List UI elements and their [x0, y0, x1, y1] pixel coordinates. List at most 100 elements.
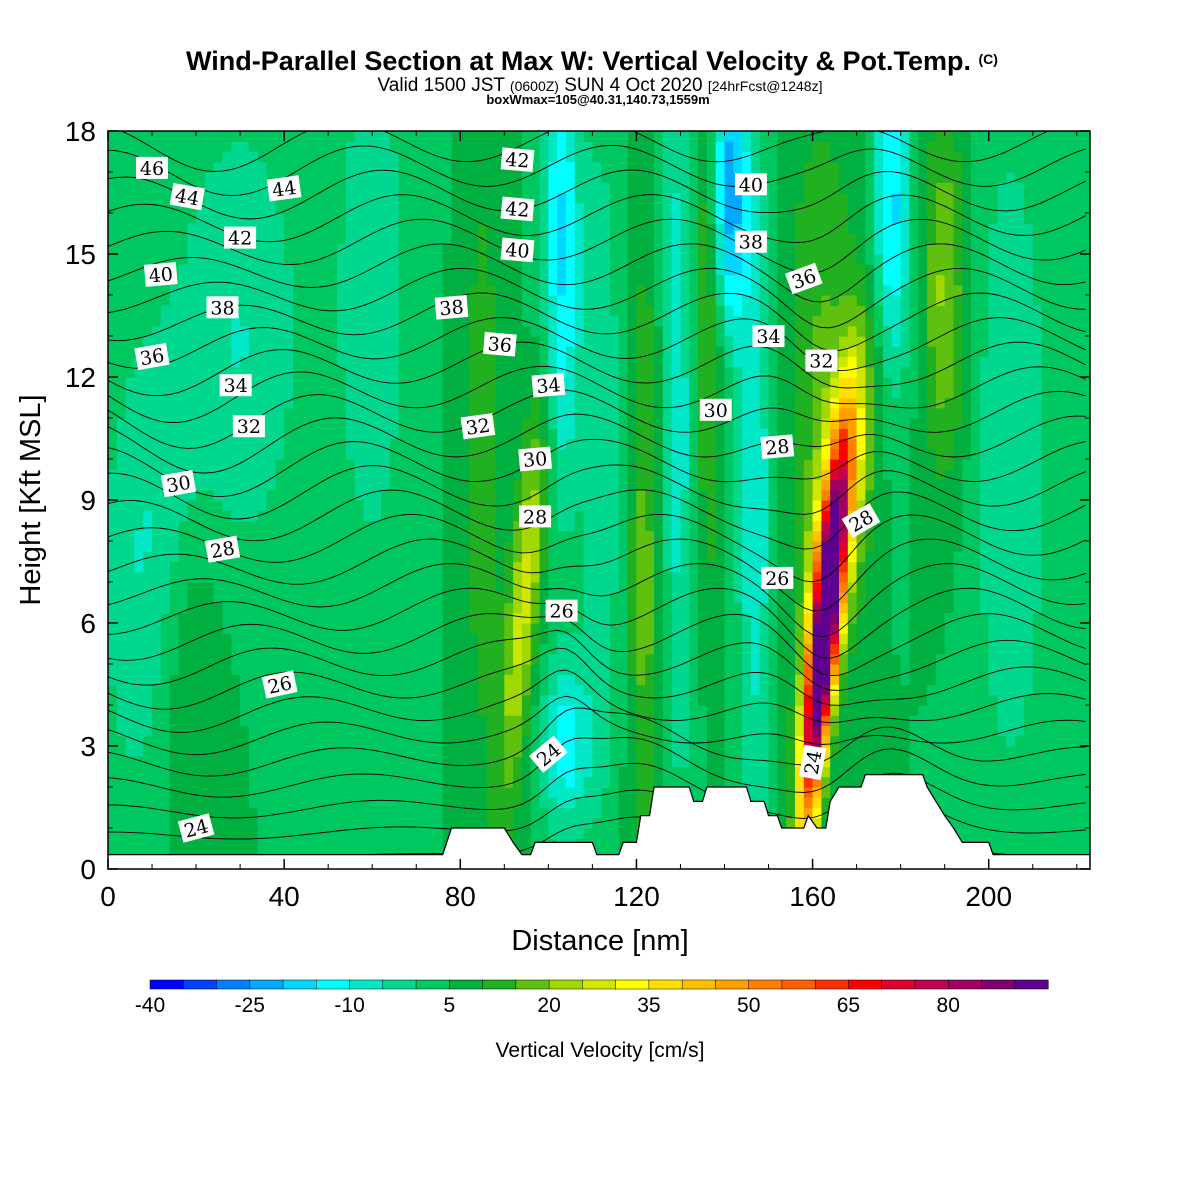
velocity-cell	[416, 305, 426, 317]
velocity-cell	[196, 172, 206, 183]
velocity-cell	[337, 336, 347, 347]
velocity-cell	[495, 428, 505, 440]
velocity-cell	[108, 828, 118, 839]
velocity-cell	[618, 202, 629, 214]
velocity-cell	[504, 766, 514, 778]
velocity-cell	[706, 571, 717, 583]
velocity-cell	[548, 233, 558, 245]
velocity-cell	[460, 582, 470, 593]
velocity-cell	[319, 725, 329, 737]
velocity-cell	[662, 387, 673, 399]
velocity-cell	[425, 274, 435, 286]
velocity-cell	[486, 817, 497, 829]
velocity-cell	[381, 356, 391, 368]
velocity-cell	[178, 674, 188, 686]
velocity-cell	[187, 346, 197, 358]
velocity-cell	[425, 243, 435, 255]
velocity-cell	[310, 254, 320, 265]
velocity-cell	[407, 254, 417, 265]
velocity-cell	[196, 541, 206, 552]
velocity-cell	[706, 336, 717, 347]
velocity-cell	[495, 356, 505, 368]
velocity-cell	[451, 284, 461, 296]
velocity-cell	[662, 346, 673, 358]
velocity-cell	[521, 725, 532, 737]
velocity-cell	[354, 407, 364, 419]
velocity-cell	[469, 787, 479, 798]
velocity-cell	[548, 192, 558, 204]
velocity-cell	[116, 694, 127, 706]
velocity-cell	[486, 397, 497, 409]
velocity-cell	[381, 397, 391, 409]
velocity-cell	[654, 295, 664, 306]
velocity-cell	[513, 510, 523, 522]
velocity-cell	[433, 254, 444, 265]
velocity-cell	[557, 182, 567, 194]
velocity-cell	[442, 582, 453, 593]
velocity-cell	[372, 223, 382, 235]
velocity-cell	[310, 274, 320, 286]
velocity-cell	[610, 766, 620, 778]
velocity-cell	[627, 387, 637, 399]
velocity-cell	[521, 694, 532, 706]
velocity-cell	[222, 582, 232, 593]
velocity-cell	[539, 715, 549, 727]
velocity-cell	[654, 448, 664, 460]
velocity-cell	[433, 561, 444, 573]
velocity-cell	[671, 366, 682, 378]
velocity-cell	[337, 315, 347, 327]
velocity-cell	[574, 582, 585, 593]
velocity-cell	[213, 213, 224, 224]
velocity-cell	[248, 264, 259, 276]
velocity-cell	[636, 602, 646, 614]
velocity-cell	[284, 305, 294, 317]
velocity-cell	[328, 623, 338, 634]
velocity-cell	[310, 469, 320, 481]
velocity-cell	[160, 582, 171, 593]
velocity-cell	[310, 766, 320, 778]
velocity-cell	[169, 520, 180, 532]
velocity-cell	[513, 448, 523, 460]
velocity-cell	[257, 520, 268, 532]
velocity-cell	[398, 233, 408, 245]
velocity-cell	[680, 592, 690, 604]
velocity-cell	[257, 582, 268, 593]
velocity-cell	[645, 561, 655, 573]
velocity-cell	[160, 418, 171, 429]
velocity-cell	[116, 735, 127, 747]
velocity-cell	[213, 489, 224, 501]
velocity-cell	[266, 213, 276, 224]
velocity-cell	[610, 479, 620, 491]
velocity-cell	[275, 776, 285, 788]
velocity-cell	[248, 315, 259, 327]
velocity-cell	[706, 623, 717, 634]
velocity-cell	[363, 438, 373, 450]
velocity-cell	[310, 623, 320, 634]
velocity-cell	[293, 510, 303, 522]
velocity-cell	[504, 735, 514, 747]
velocity-cell	[284, 356, 294, 368]
velocity-cell	[178, 315, 188, 327]
velocity-cell	[662, 469, 673, 481]
velocity-cell	[275, 797, 285, 809]
velocity-cell	[530, 643, 541, 655]
velocity-cell	[319, 448, 329, 460]
velocity-cell	[680, 705, 690, 716]
velocity-cell	[266, 766, 276, 778]
velocity-cell	[328, 848, 338, 860]
velocity-cell	[680, 766, 690, 778]
velocity-cell	[363, 418, 373, 429]
velocity-cell	[601, 428, 611, 440]
velocity-cell	[601, 643, 611, 655]
velocity-cell	[654, 387, 664, 399]
velocity-cell	[671, 674, 682, 686]
velocity-cell	[706, 725, 717, 737]
velocity-cell	[178, 530, 188, 542]
velocity-cell	[407, 418, 417, 429]
velocity-cell	[574, 684, 585, 696]
velocity-cell	[134, 325, 144, 337]
velocity-cell	[143, 448, 153, 460]
velocity-cell	[134, 664, 144, 675]
velocity-cell	[213, 202, 224, 214]
velocity-cell	[372, 397, 382, 409]
